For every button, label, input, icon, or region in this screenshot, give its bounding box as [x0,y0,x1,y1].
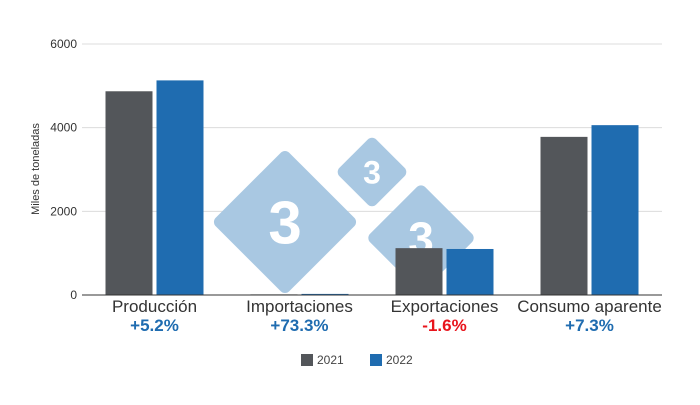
y-tick-label: 2000 [50,204,77,218]
watermark-glyph: 3 [363,155,381,191]
bars [105,80,639,296]
watermark-diamond-shape [213,150,357,294]
watermark-diamond: 3 [213,150,357,294]
legend-swatch [301,354,313,366]
legend-label: 2021 [317,353,344,367]
bar-2022 [301,293,349,295]
bar-2021 [540,136,588,295]
change-label: +7.3% [565,316,614,335]
y-tick-label: 0 [70,288,77,302]
x-category-label: Exportaciones [391,297,499,316]
watermark-diamond: 3 [337,137,407,207]
y-axis-label: Miles de toneladas [30,123,42,215]
bar-group [395,248,494,295]
bar-group [105,80,204,296]
watermark-glyph: 3 [268,190,301,257]
legend: 2021 2022 [301,353,413,367]
bar-2022 [446,248,494,295]
change-label: +5.2% [130,316,179,335]
legend-item: 2021 [301,353,344,367]
legend-swatch [370,354,382,366]
bar-2021 [395,248,443,295]
change-label: +73.3% [270,316,328,335]
x-category-label: Consumo aparente [517,297,662,316]
legend-label: 2022 [386,353,413,367]
bar-group [540,125,639,295]
legend-item: 2022 [370,353,413,367]
bar-2021 [105,91,153,295]
x-category-label: Producción [112,297,197,316]
bar-2022 [591,125,639,295]
watermark-diamond-shape [337,137,407,207]
y-tick-label: 4000 [50,121,77,135]
bar-2022 [156,80,204,296]
x-category-label: Importaciones [246,297,353,316]
axes: 0 2000 4000 6000 Producción+5.2% Importacione… [50,37,662,335]
change-label: -1.6% [422,316,466,335]
y-tick-label: 6000 [50,37,77,51]
